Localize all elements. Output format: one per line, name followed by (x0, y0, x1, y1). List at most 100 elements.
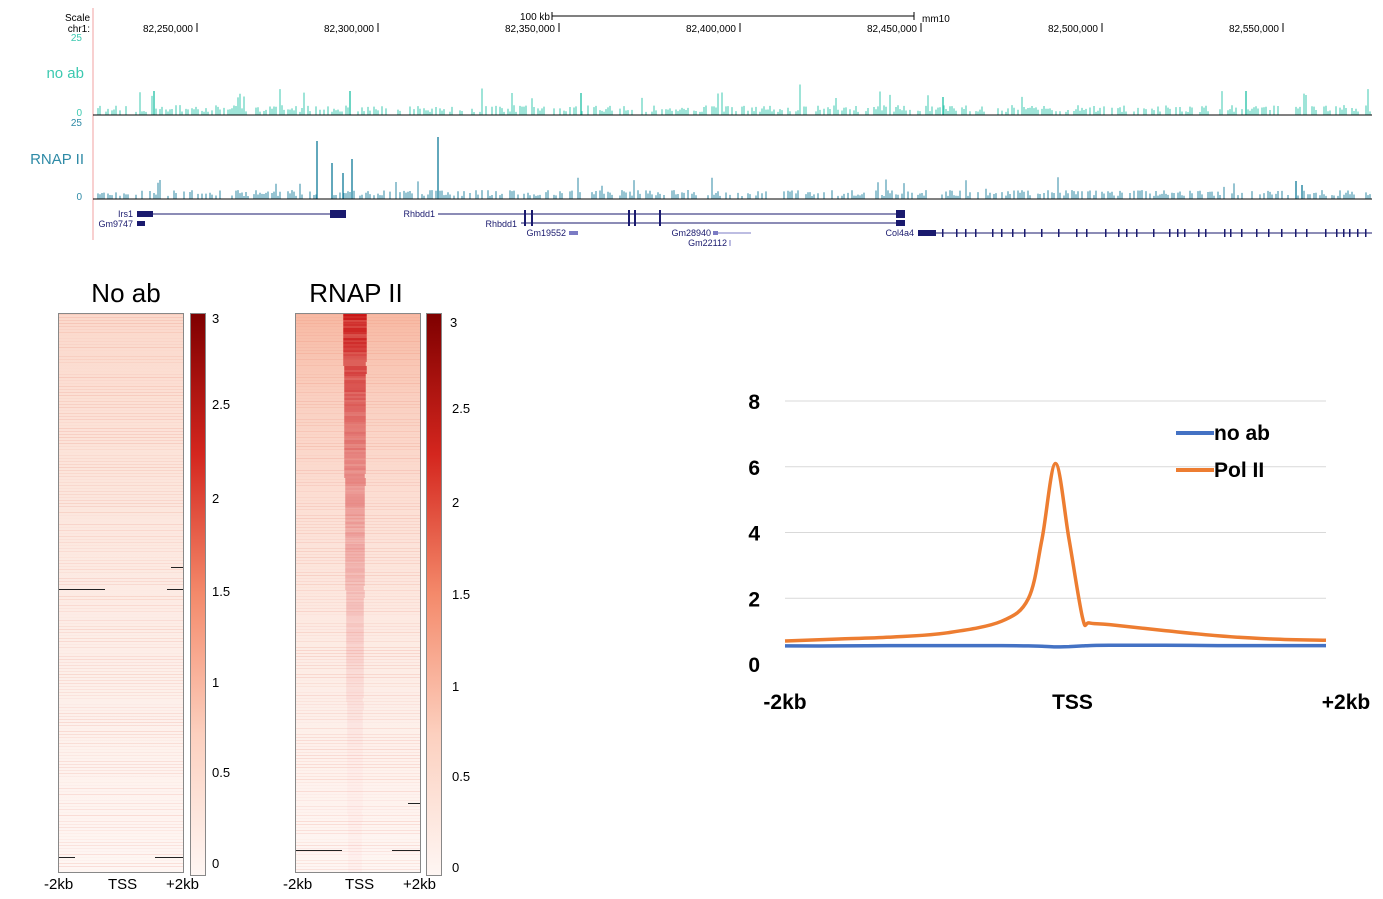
heatmap-row (296, 764, 420, 765)
heatmap-row (296, 686, 420, 687)
colorbar-rnap-tick: 0.5 (452, 769, 471, 784)
heatmap-center-row (344, 428, 366, 430)
heatmap-rnap-xtick: +2kb (403, 876, 436, 893)
heatmap-noab-mark (171, 567, 183, 568)
heatmap-center-row (343, 320, 367, 322)
heatmap-center-row (344, 444, 366, 446)
heatmap-center-row (345, 584, 365, 586)
heatmap-row (59, 320, 183, 321)
heatmap-center-row (344, 516, 366, 518)
heatmap-row (59, 611, 183, 612)
heatmap-center-row (347, 840, 363, 842)
heatmap-center-row (347, 810, 363, 812)
heatmap-center-row (346, 702, 364, 704)
heatmap-row (296, 857, 420, 858)
heatmap-row (59, 866, 183, 867)
heatmap-row (59, 734, 183, 735)
heatmap-row (296, 536, 420, 537)
heatmap-row (296, 542, 420, 543)
heatmap-row (59, 464, 183, 465)
heatmap-row (59, 386, 183, 387)
heatmap-rnap-title: RNAP II (309, 278, 403, 308)
heatmap-rnap-mark (296, 850, 342, 851)
heatmap-center-row (347, 834, 363, 836)
heatmap-row (59, 506, 183, 507)
gene-irs1-exon (330, 210, 346, 218)
heatmap-center-row (347, 842, 363, 844)
heatmap-row (59, 491, 183, 492)
heatmap-row (59, 368, 183, 369)
heatmap-row (296, 401, 420, 402)
heatmap-center-row (347, 768, 363, 770)
heatmap-center-row (347, 854, 363, 856)
heatmap-row (296, 329, 420, 330)
heatmap-row (296, 383, 420, 384)
heatmap-center-row (346, 740, 364, 742)
colorbar-rnap-tick: 3 (450, 315, 458, 330)
heatmap-row (59, 728, 183, 729)
heatmap-center-row (345, 642, 364, 644)
heatmap-center-row (346, 666, 364, 668)
heatmap-center-row (344, 452, 366, 454)
gene-exon (628, 210, 630, 226)
heatmap-row (296, 602, 420, 603)
heatmap-row (296, 803, 420, 804)
heatmap-center-row (345, 622, 365, 624)
heatmap-center-row (344, 440, 366, 442)
heatmap-center-row (347, 868, 362, 870)
heatmap-row (296, 479, 420, 480)
heatmap-row (296, 782, 420, 783)
heatmap-center-row (344, 462, 366, 464)
heatmap-row (296, 647, 420, 648)
heatmap-center-row (346, 750, 364, 752)
heatmap-row (59, 317, 183, 318)
heatmap-center-row (343, 394, 367, 396)
heatmap-center-row (347, 828, 363, 830)
track-rnap-min: 0 (76, 192, 82, 203)
profile-grid (785, 400, 1326, 599)
heatmap-row (59, 497, 183, 498)
heatmap-row (296, 833, 420, 834)
heatmap-row (296, 413, 420, 414)
gene-exon (531, 210, 533, 226)
heatmap-row (59, 383, 183, 384)
colorbar-rnap-tick: 0 (452, 860, 460, 875)
gene-track: Irs1 Gm9747 Rhbdd1 Rhbdd1 Gm19552 Gm2894… (98, 209, 1372, 248)
heatmap-center-row (344, 430, 366, 432)
y-tick-label: 6 (748, 457, 760, 480)
y-tick-label: 2 (748, 588, 760, 611)
heatmap-row (296, 458, 420, 459)
gene-exon (992, 229, 994, 237)
gene-label: Col4a4 (885, 228, 914, 238)
heatmap-row (296, 818, 420, 819)
heatmap-row (296, 860, 420, 861)
heatmap-center-row (345, 614, 365, 616)
heatmap-center-row (343, 378, 367, 380)
heatmap-center-row (347, 784, 363, 786)
heatmap-row (59, 596, 183, 597)
heatmap-center-row (345, 628, 365, 630)
heatmap-center-row (345, 546, 365, 548)
heatmap-row (59, 656, 183, 657)
heatmap-row (296, 593, 420, 594)
heatmap-row (59, 395, 183, 396)
heatmap-row (296, 323, 420, 324)
heatmap-row (59, 362, 183, 363)
heatmap-row (296, 590, 420, 591)
colorbar-noab (190, 313, 206, 876)
heatmap-row (59, 764, 183, 765)
heatmap-row (59, 758, 183, 759)
heatmap-center-row (345, 538, 365, 540)
heatmap-row (296, 341, 420, 342)
heatmap-noab-xtick: +2kb (166, 876, 199, 893)
heatmap-center-row (347, 800, 363, 802)
heatmap-row (296, 482, 420, 483)
heatmap-center-row (346, 678, 364, 680)
heatmap-row (296, 386, 420, 387)
heatmap-center-row (343, 416, 367, 418)
heatmap-center-row (345, 576, 365, 578)
series-line-noab (784, 643, 1326, 649)
heatmap-row (296, 410, 420, 411)
heatmap-row (59, 752, 183, 753)
gene-label: Irs1 (118, 209, 133, 219)
